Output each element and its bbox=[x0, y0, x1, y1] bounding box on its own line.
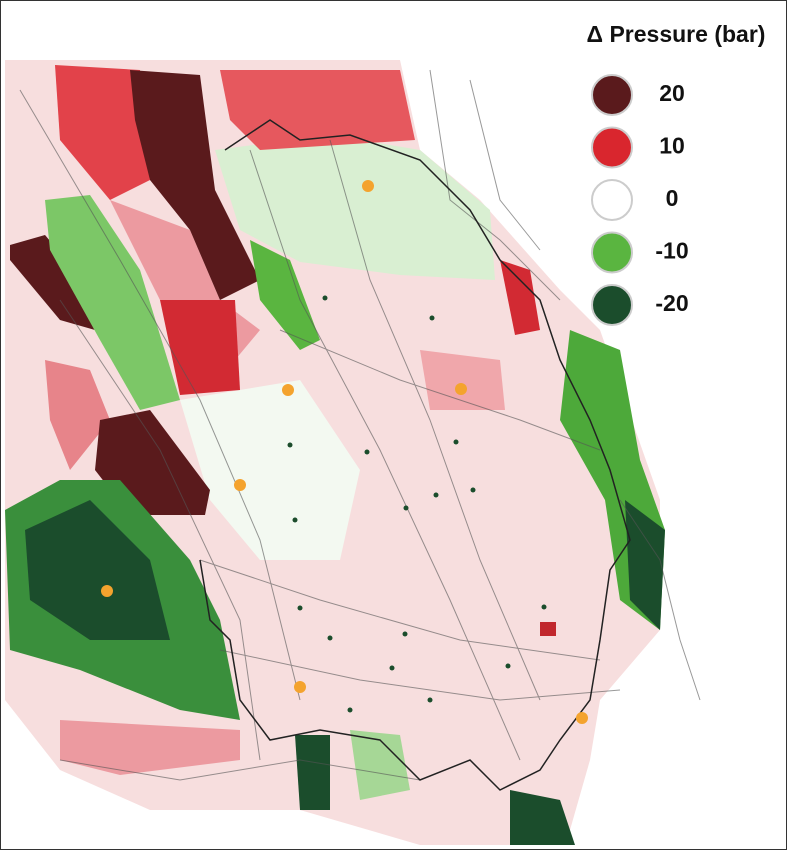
legend-swatch bbox=[591, 126, 633, 169]
field-dark-green bbox=[510, 790, 575, 845]
legend-label: 10 bbox=[659, 133, 685, 159]
fault-line bbox=[249, 149, 521, 761]
station bbox=[327, 635, 333, 641]
well bbox=[362, 180, 374, 192]
field-boundary bbox=[199, 119, 631, 791]
station bbox=[429, 315, 435, 321]
field-red bbox=[540, 622, 556, 636]
field-red bbox=[55, 65, 150, 200]
field-dark-green bbox=[295, 735, 330, 810]
field-light-green bbox=[215, 135, 495, 280]
well bbox=[576, 712, 588, 724]
station bbox=[453, 439, 459, 445]
legend-label: 20 bbox=[659, 80, 685, 106]
legend-label: -10 bbox=[655, 238, 688, 264]
field-red bbox=[220, 70, 415, 150]
station bbox=[541, 604, 547, 610]
field-pink bbox=[420, 350, 505, 410]
legend-swatch bbox=[591, 284, 633, 326]
field-dark-red bbox=[10, 235, 100, 330]
legend-swatch bbox=[591, 231, 633, 274]
station bbox=[505, 663, 511, 669]
fault-line bbox=[469, 79, 541, 251]
well bbox=[234, 479, 246, 491]
legend-label: 0 bbox=[666, 185, 679, 211]
fault-line bbox=[329, 139, 541, 701]
station bbox=[470, 487, 476, 493]
field-red bbox=[500, 260, 540, 335]
fault-line bbox=[59, 299, 261, 761]
fault-line bbox=[279, 329, 601, 451]
faults bbox=[19, 69, 701, 781]
station bbox=[427, 697, 433, 703]
fault-line bbox=[199, 559, 601, 661]
stations bbox=[287, 295, 547, 713]
field-red bbox=[160, 300, 240, 395]
field-dark-green bbox=[625, 500, 665, 630]
station bbox=[403, 505, 409, 511]
field-dark-red bbox=[130, 70, 260, 300]
fault-line bbox=[619, 499, 701, 701]
station bbox=[389, 665, 395, 671]
field-pink bbox=[45, 360, 110, 470]
legend-swatch bbox=[591, 179, 633, 221]
station bbox=[433, 492, 439, 498]
field-green bbox=[45, 195, 180, 410]
legend-swatch bbox=[591, 74, 633, 116]
station bbox=[297, 605, 303, 611]
station bbox=[287, 442, 293, 448]
field-dark-green bbox=[25, 500, 170, 640]
station bbox=[347, 707, 353, 713]
well bbox=[101, 585, 113, 597]
well bbox=[294, 681, 306, 693]
fault-line bbox=[19, 89, 301, 701]
fault-line bbox=[429, 69, 561, 301]
well bbox=[455, 383, 467, 395]
station bbox=[364, 449, 370, 455]
well bbox=[282, 384, 294, 396]
fault-line bbox=[219, 649, 621, 701]
field-white bbox=[180, 380, 360, 560]
station bbox=[322, 295, 328, 301]
station bbox=[402, 631, 408, 637]
legend: Δ Pressure (bar) 20 10 0 -10 -20 bbox=[587, 21, 766, 326]
field-green bbox=[250, 240, 320, 350]
wells bbox=[101, 180, 588, 724]
legend-title: Δ Pressure (bar) bbox=[587, 21, 766, 47]
fault-line bbox=[59, 759, 421, 781]
field-pink bbox=[60, 720, 240, 775]
field-light-green bbox=[350, 730, 410, 800]
station bbox=[292, 517, 298, 523]
legend-label: -20 bbox=[655, 290, 688, 316]
